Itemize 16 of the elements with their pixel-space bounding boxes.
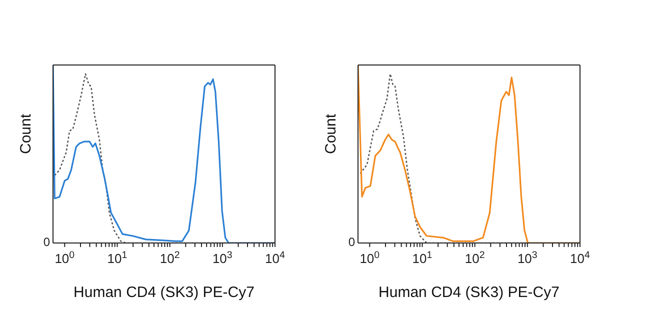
y-axis-title: Count	[322, 113, 340, 154]
x-tick-label: 10$^{3}$	[212, 250, 232, 266]
x-tick-label: 10$^{2}$	[160, 250, 180, 266]
x-tick-label: 10$^{4}$	[570, 250, 591, 266]
y-axis-title: Count	[17, 113, 34, 154]
x-tick-label: 10$^{0}$	[360, 250, 380, 266]
x-tick-label: 10$^{3}$	[517, 250, 538, 266]
x-axis-title: Human CD4 (SK3) PE-Cy7	[74, 284, 254, 301]
text: 0	[347, 235, 355, 249]
x-tick-label: 10$^{0}$	[54, 250, 76, 266]
text: 0	[42, 235, 50, 249]
x-tick-label: 10$^{1}$	[107, 250, 128, 266]
x-tick-label: 10$^{2}$	[464, 250, 485, 266]
x-axis-title: Human CD4 (SK3) PE-Cy7	[378, 284, 560, 301]
x-tick-label: 10$^{1}$	[412, 250, 432, 266]
x-tick-label: 10$^{4}$	[265, 250, 286, 266]
